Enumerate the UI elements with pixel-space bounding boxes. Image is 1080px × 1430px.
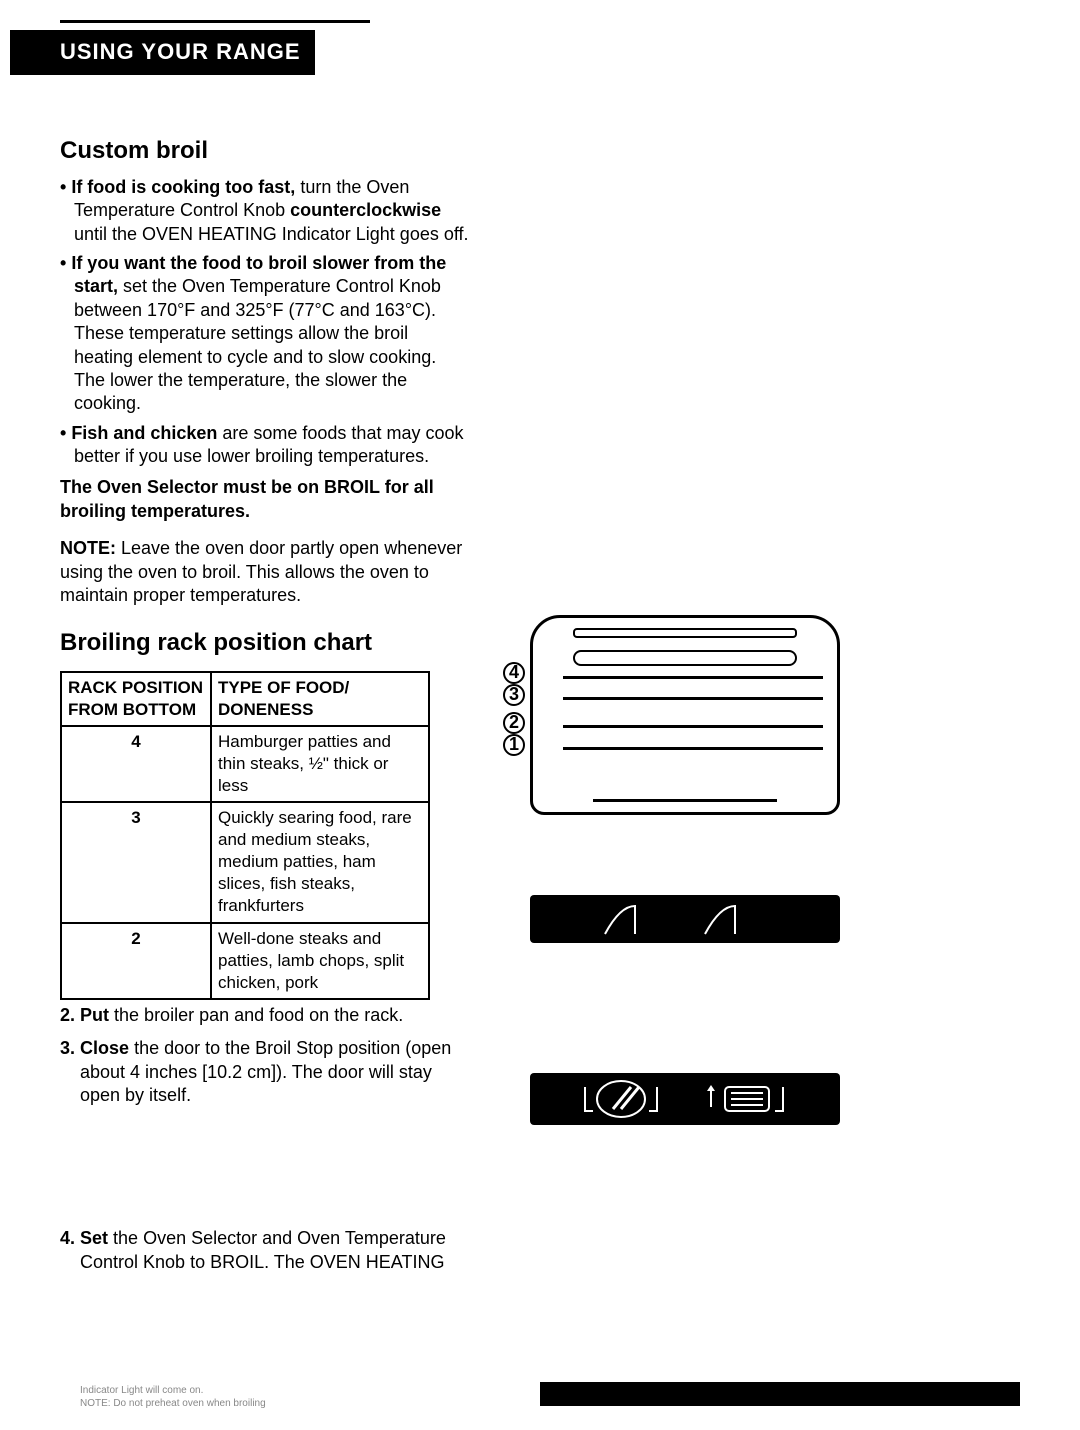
bullet-lead: Fish and chicken	[71, 423, 217, 443]
oven-rack-line	[563, 744, 823, 750]
footer-small-text: Indicator Light will come on. NOTE: Do n…	[80, 1384, 266, 1410]
knob-diagram	[530, 1073, 840, 1125]
table-header: RACK POSITION FROM BOTTOM	[61, 672, 211, 726]
step-rest: the Oven Selector and Oven Temperature C…	[80, 1228, 446, 1271]
step-list: 4. Set the Oven Selector and Oven Temper…	[60, 1227, 470, 1274]
knob-icon	[697, 1077, 797, 1121]
table-row: RACK POSITION FROM BOTTOM TYPE OF FOOD/ …	[61, 672, 429, 726]
rack-food: Hamburger patties and thin steaks, ½" th…	[211, 726, 429, 802]
rack-food: Quickly searing food, rare and medium st…	[211, 802, 429, 922]
oven-rack-line	[563, 694, 823, 700]
step-rest: the door to the Broil Stop position (ope…	[80, 1038, 451, 1105]
note-label: NOTE:	[60, 538, 116, 558]
step-lead: Set	[80, 1228, 108, 1248]
oven-rack-line	[563, 722, 823, 728]
right-column: 4 3 2 1	[530, 135, 1020, 1285]
bullet-text: set the Oven Temperature Control Knob be…	[74, 276, 441, 413]
footer-line: NOTE: Do not preheat oven when broiling	[80, 1397, 266, 1410]
step-item: 2. Put the broiler pan and food on the r…	[60, 1004, 470, 1027]
table-row: 4 Hamburger patties and thin steaks, ½" …	[61, 726, 429, 802]
rack-pos: 2	[61, 923, 211, 999]
footer-line: Indicator Light will come on.	[80, 1384, 266, 1397]
oven-rack-label: 1	[503, 734, 525, 756]
footer: Indicator Light will come on. NOTE: Do n…	[60, 1284, 1020, 1410]
bullet-item: If you want the food to broil slower fro…	[60, 252, 470, 416]
custom-broil-bullets: If food is cooking too fast, turn the Ov…	[60, 176, 470, 469]
step-rest: the broiler pan and food on the rack.	[109, 1005, 403, 1025]
bullet-lead: If food is cooking too fast,	[71, 177, 295, 197]
oven-top-element-icon	[573, 628, 797, 638]
oven-heater-icon	[573, 650, 797, 666]
section-header: USING YOUR RANGE	[10, 30, 315, 75]
oven-rack-label: 2	[503, 712, 525, 734]
step-number: 3.	[60, 1038, 75, 1058]
step-lead: Put	[80, 1005, 109, 1025]
content-wrap: Custom broil If food is cooking too fast…	[60, 135, 1020, 1285]
step-item: 4. Set the Oven Selector and Oven Temper…	[60, 1227, 470, 1274]
table-header: TYPE OF FOOD/ DONENESS	[211, 672, 429, 726]
bullet-bold: counterclockwise	[290, 200, 441, 220]
oven-rack-label: 4	[503, 662, 525, 684]
step-list: 2. Put the broiler pan and food on the r…	[60, 1004, 470, 1108]
oven-bottom-element-icon	[593, 792, 777, 802]
rack-pos: 4	[61, 726, 211, 802]
door-open-icon	[700, 901, 770, 937]
knob-icon	[573, 1077, 673, 1121]
chart-title: Broiling rack position chart	[60, 627, 470, 658]
rack-food: Well-done steaks and patties, lamb chops…	[211, 923, 429, 999]
step-lead: Close	[80, 1038, 129, 1058]
oven-diagram: 4 3 2 1	[530, 615, 840, 815]
note-text: Leave the oven door partly open whenever…	[60, 538, 462, 605]
table-row: 2 Well-done steaks and patties, lamb cho…	[61, 923, 429, 999]
bullet-text: until the OVEN HEATING Indicator Light g…	[74, 224, 469, 244]
broil-stop-diagram	[530, 895, 840, 943]
oven-rack-line	[563, 673, 823, 679]
footer-black-bar	[540, 1382, 1020, 1406]
door-open-icon	[600, 901, 670, 937]
selector-note: The Oven Selector must be on BROIL for a…	[60, 476, 470, 523]
oven-rack-label: 3	[503, 684, 525, 706]
top-rule	[60, 20, 370, 30]
step-number: 4.	[60, 1228, 75, 1248]
step-item: 3. Close the door to the Broil Stop posi…	[60, 1037, 470, 1107]
step-number: 2.	[60, 1005, 75, 1025]
left-column: Custom broil If food is cooking too fast…	[60, 135, 470, 1285]
table-row: 3 Quickly searing food, rare and medium …	[61, 802, 429, 922]
rack-position-table: RACK POSITION FROM BOTTOM TYPE OF FOOD/ …	[60, 671, 430, 1000]
rack-pos: 3	[61, 802, 211, 922]
note-block: NOTE: Leave the oven door partly open wh…	[60, 537, 470, 607]
bullet-item: Fish and chicken are some foods that may…	[60, 422, 470, 469]
bullet-item: If food is cooking too fast, turn the Ov…	[60, 176, 470, 246]
custom-broil-title: Custom broil	[60, 135, 470, 166]
